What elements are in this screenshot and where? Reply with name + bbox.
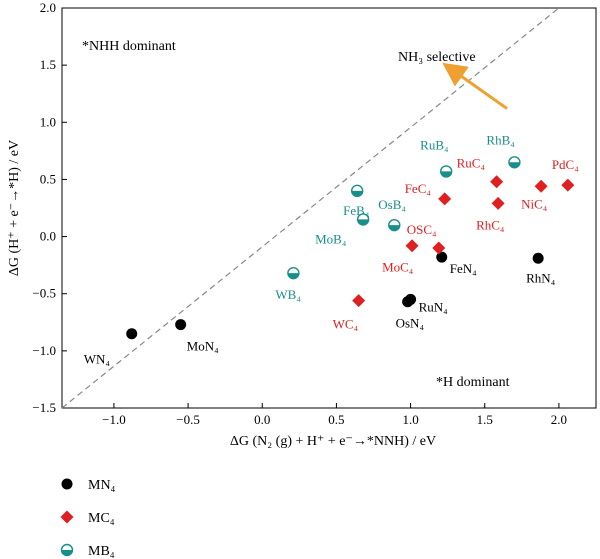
data-point [436, 251, 448, 263]
legend-marker [61, 478, 73, 490]
data-point [490, 175, 504, 189]
data-point [532, 252, 544, 264]
data-point [175, 319, 187, 331]
y-tick-label: −1.5 [32, 400, 56, 415]
data-point [438, 192, 452, 206]
annotations: *NHH dominant *H dominant NH₃ selective [82, 39, 510, 390]
data-point [405, 293, 417, 305]
series-circle: WN₄ MoN₄ OsN₄ RuN₄ FeN₄ RhN₄ [84, 251, 556, 367]
y-tick-label: −0.5 [32, 286, 56, 301]
data-point [561, 178, 575, 192]
point-label: OsB₄ [378, 197, 406, 212]
point-label: RuB₄ [420, 137, 449, 152]
x-axis-label: ΔG (N₂ (g) + H⁺ + e⁻→*NNH) / eV [230, 434, 436, 449]
legend-marker [60, 510, 74, 524]
point-label: OSC₄ [407, 222, 437, 237]
data-points: WN₄ MoN₄ OsN₄ RuN₄ FeN₄ RhN₄ WC₄ MoC₄ OSC₄ FeC₄ Ru… [84, 132, 580, 366]
point-label: WC₄ [333, 317, 359, 332]
h-dominant-label: *H dominant [436, 375, 510, 390]
data-point [491, 196, 505, 210]
data-point [126, 328, 138, 340]
data-point [350, 184, 364, 198]
point-label: NiC₄ [521, 196, 548, 211]
point-label: WN₄ [84, 352, 111, 367]
y-tick-label: −1.0 [32, 343, 56, 358]
legend: MN₄ MC₄ MB₄ [60, 478, 116, 559]
point-label: RhB₄ [486, 132, 515, 147]
x-tick-label: −1.0 [102, 412, 126, 427]
diagonal-dashed-line [61, 7, 560, 409]
x-tick-label: 1.5 [477, 412, 493, 427]
data-point [432, 241, 446, 255]
nh3-selective-arrow [442, 62, 508, 110]
y-tick-label: 0.5 [40, 171, 56, 186]
point-label: FeC₄ [405, 181, 432, 196]
data-point [287, 266, 300, 280]
nhh-dominant-label: *NHH dominant [82, 39, 176, 54]
point-label: MoC₄ [382, 260, 414, 275]
x-tick-label: −0.5 [176, 412, 200, 427]
point-label: MoN₄ [187, 339, 219, 354]
point-label: RhN₄ [526, 270, 556, 285]
point-label: PdC₄ [552, 157, 579, 172]
plot-frame [61, 7, 597, 409]
point-label: OsN₄ [396, 316, 425, 331]
data-point [534, 179, 548, 193]
legend-label: MC₄ [88, 511, 115, 526]
point-label: RuN₄ [419, 299, 449, 314]
x-tick-label: 1.0 [402, 412, 418, 427]
legend-marker [60, 543, 74, 557]
legend-label: MN₄ [88, 478, 116, 493]
y-axis-label: ΔG (H⁺ + e⁻→*H) / eV [7, 140, 22, 276]
x-tick-label: 0.5 [328, 412, 344, 427]
point-label: RhC₄ [476, 217, 505, 232]
data-point [439, 165, 453, 178]
legend-label: MB₄ [88, 544, 115, 559]
point-label: WB₄ [275, 287, 301, 302]
point-label: RuC₄ [457, 156, 486, 171]
y-tick-label: 1.5 [40, 57, 56, 72]
data-point [352, 294, 366, 308]
data-point [356, 213, 370, 226]
data-point [388, 218, 401, 232]
point-label: MoB₄ [315, 231, 347, 246]
series-diamond: WC₄ MoC₄ OSC₄ FeC₄ RuC₄ RhC₄ NiC₄ PdC₄ [333, 156, 580, 332]
y-tick-label: 0.0 [40, 229, 56, 244]
y-tick-label: 1.0 [40, 114, 56, 129]
x-tick-label: 0.0 [254, 412, 270, 427]
data-point [405, 239, 419, 253]
data-point [508, 156, 521, 169]
x-tick-label: 2.0 [551, 412, 567, 427]
point-label: FeN₄ [450, 261, 477, 276]
nh3-selective-label: NH₃ selective [398, 50, 476, 65]
axes: −1.0 −0.5 0.0 0.5 1.0 1.5 2.0 2.0 1.5 1.0 0.5 0.0 −0… [32, 0, 597, 427]
y-tick-label: 2.0 [40, 0, 56, 15]
